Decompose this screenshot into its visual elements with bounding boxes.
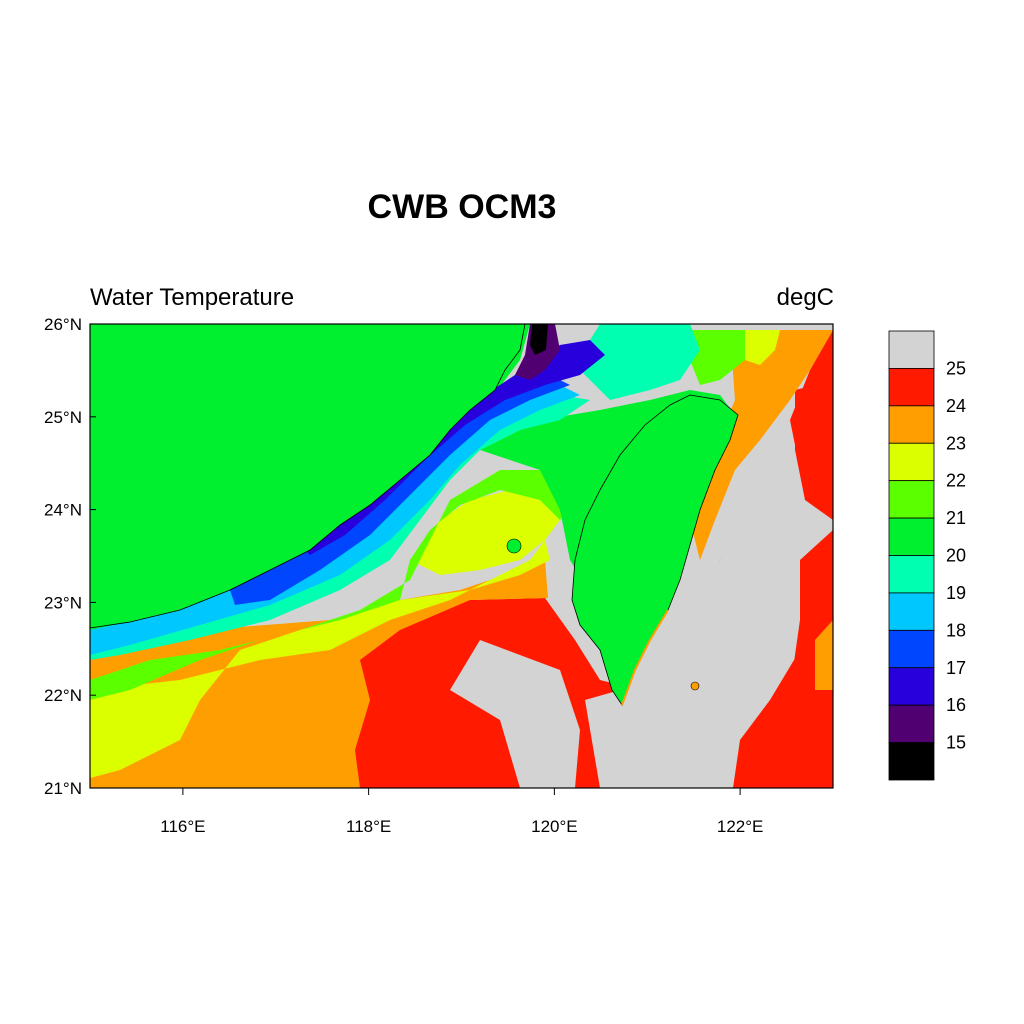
map-plot-area: [90, 324, 833, 788]
colorbar-swatch: [888, 555, 935, 594]
sst-band-19: [580, 324, 700, 400]
sst-band-24-patch: [750, 530, 833, 788]
sst-band-24-patch: [795, 385, 833, 520]
colorbar-label: 18: [946, 620, 966, 640]
colorbar-swatch: [888, 592, 935, 631]
sst-band-25-plus-patch: [585, 420, 833, 788]
sst-band-22-patch: [410, 490, 560, 575]
sst-band-25-plus-patch: [450, 640, 580, 788]
colorbar-swatch: [888, 667, 935, 706]
sst-band-23-patch: [690, 330, 833, 560]
colorbar-swatch: [888, 442, 935, 482]
map-frame: [89, 323, 834, 789]
sst-band-24-patch: [410, 720, 520, 788]
lat-tick-label: 22°N: [44, 686, 82, 705]
lon-tick-label: 120°E: [531, 817, 578, 836]
longitude-axis: 116°E 118°E 120°E 122°E: [160, 788, 763, 836]
china-land: [90, 324, 526, 629]
colorbar-label: 25: [946, 358, 966, 378]
colorbar-label: 23: [946, 433, 966, 453]
latitude-axis: 26°N 25°N 24°N 23°N 22°N 21°N: [44, 315, 96, 798]
colorbar-swatch: [888, 629, 935, 669]
orchid-island: [690, 681, 700, 691]
colorbar-swatch: [888, 704, 935, 743]
sst-band-below-15: [530, 324, 548, 355]
colorbar-swatch: [888, 368, 935, 407]
lat-tick-label: 24°N: [44, 501, 82, 520]
lon-tick-label: 116°E: [160, 817, 205, 836]
sst-band-23: [90, 560, 548, 788]
colorbar-label: 17: [946, 658, 966, 678]
colorbar-label: 20: [946, 546, 966, 566]
units-label: degC: [776, 284, 834, 311]
colorbar-label: 19: [946, 583, 966, 603]
colorbar-swatch: [888, 517, 935, 556]
lat-tick-label: 21°N: [44, 779, 82, 798]
sst-band-16: [300, 340, 605, 555]
map-title: CWB OCM3: [367, 188, 557, 226]
sst-band-22-patch: [740, 330, 780, 365]
colorbar-swatch: [888, 742, 935, 781]
colorbar-swatch: [888, 330, 935, 369]
lon-tick-label: 118°E: [346, 817, 391, 836]
penghu-islands: [506, 538, 522, 554]
lat-tick-label: 26°N: [44, 315, 82, 334]
colorbar-label: 24: [946, 396, 966, 416]
taiwan-south-coast-highlight: [621, 609, 669, 706]
colorbar-swatch: [888, 480, 935, 519]
sst-band-19-coastal: [90, 395, 590, 660]
sst-band-23-patch: [815, 620, 833, 690]
variable-label: Water Temperature: [90, 284, 295, 311]
sst-band-18: [90, 385, 580, 655]
colorbar: 25 24 23 22 21 20 19 18 17 16 15: [888, 330, 966, 781]
lat-tick-label: 25°N: [44, 408, 82, 427]
colorbar-label: 22: [946, 471, 966, 491]
colorbar-label: 16: [946, 695, 966, 715]
colorbar-label: 15: [946, 733, 966, 753]
colorbar-label: 21: [946, 508, 966, 528]
lat-tick-label: 23°N: [44, 593, 82, 612]
lon-tick-label: 122°E: [717, 817, 764, 836]
colorbar-swatch: [888, 405, 935, 444]
sst-band-22: [90, 540, 550, 778]
sst-band-21: [90, 470, 575, 700]
